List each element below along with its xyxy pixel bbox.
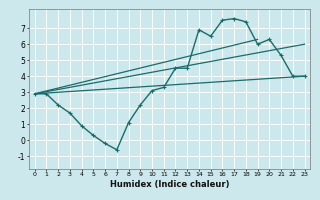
X-axis label: Humidex (Indice chaleur): Humidex (Indice chaleur) bbox=[110, 180, 229, 189]
